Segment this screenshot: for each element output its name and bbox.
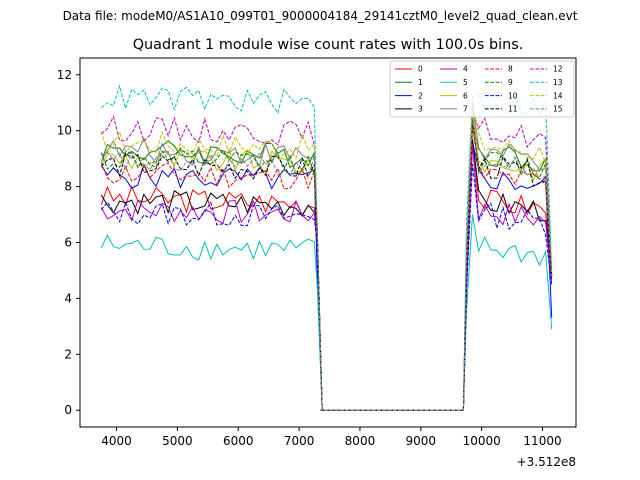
x-tick-label: 9000 <box>406 434 437 448</box>
x-tick-label: 7000 <box>284 434 315 448</box>
legend-label-12: 12 <box>553 65 563 74</box>
legend-label-10: 10 <box>508 91 518 100</box>
legend-label-5: 5 <box>463 78 468 87</box>
legend-label-3: 3 <box>418 105 423 114</box>
legend-label-6: 6 <box>463 91 468 100</box>
series-line-10 <box>100 164 553 411</box>
series-line-4 <box>100 144 553 411</box>
legend-label-2: 2 <box>418 91 423 100</box>
plot-area: 4000 5000 6000 7000 8000 9000 10000 11000 0 2 4 6 8… <box>57 57 577 469</box>
y-tick-label: 12 <box>57 68 72 82</box>
y-tick-label: 8 <box>64 180 72 194</box>
y-ticks: 0 2 4 6 8 10 12 <box>57 68 80 417</box>
series-line-2 <box>100 141 553 411</box>
series-line-14 <box>100 105 553 411</box>
legend-label-0: 0 <box>418 65 423 74</box>
chart-title: Quadrant 1 module wise count rates with … <box>133 37 524 53</box>
legend-label-13: 13 <box>553 78 563 87</box>
series-line-8 <box>100 127 553 411</box>
legend-label-14: 14 <box>553 91 563 100</box>
y-tick-label: 4 <box>64 291 72 305</box>
series-line-13 <box>100 84 553 411</box>
legend-label-11: 11 <box>508 105 518 114</box>
legend-label-8: 8 <box>508 65 513 74</box>
y-tick-label: 6 <box>64 236 72 250</box>
x-tick-label: 10000 <box>463 434 501 448</box>
x-tick-label: 5000 <box>162 434 193 448</box>
series-layer <box>100 84 553 411</box>
series-line-0 <box>100 139 553 411</box>
series-line-1 <box>100 122 553 411</box>
legend-label-15: 15 <box>553 105 563 114</box>
y-tick-label: 0 <box>64 403 72 417</box>
x-ticks: 4000 5000 6000 7000 8000 9000 10000 11000 <box>101 427 562 448</box>
series-line-11 <box>100 119 553 411</box>
suptitle: Data file: modeM0/AS1A10_099T01_90000041… <box>63 9 578 23</box>
legend-label-4: 4 <box>463 65 468 74</box>
x-tick-label: 8000 <box>345 434 376 448</box>
legend-label-7: 7 <box>463 105 468 114</box>
series-line-5 <box>100 214 553 411</box>
y-tick-label: 10 <box>57 124 72 138</box>
x-offset-label: +3.512e8 <box>517 455 576 469</box>
legend-label-9: 9 <box>508 78 513 87</box>
y-tick-label: 2 <box>64 347 72 361</box>
x-tick-label: 11000 <box>523 434 561 448</box>
series-line-15 <box>101 116 553 411</box>
x-tick-label: 4000 <box>101 434 132 448</box>
legend-box <box>389 60 575 118</box>
legend-label-1: 1 <box>418 78 423 87</box>
series-line-3 <box>100 139 553 411</box>
x-tick-label: 6000 <box>223 434 254 448</box>
